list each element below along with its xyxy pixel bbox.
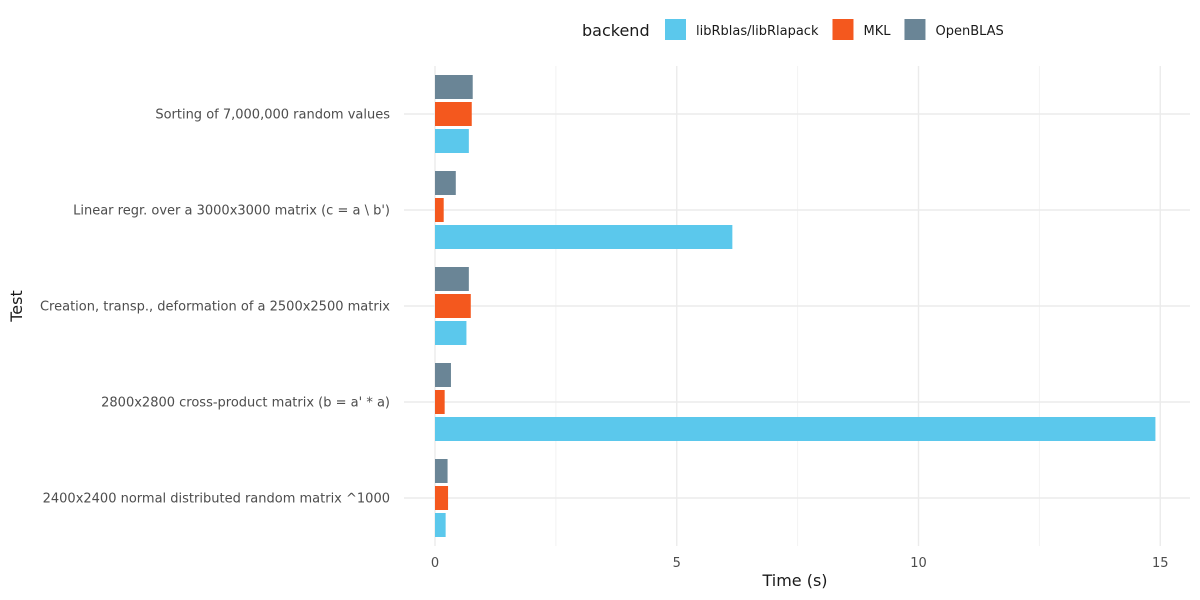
bar-mkl [435, 102, 472, 126]
x-tick-label: 0 [431, 556, 439, 571]
x-axis-title: Time (s) [761, 571, 827, 590]
x-tick-label: 5 [673, 556, 681, 571]
bar-mkl [435, 486, 449, 510]
bar-openblas [435, 459, 448, 483]
bars [435, 75, 1156, 537]
bar-openblas [435, 75, 473, 99]
bar-mkl [435, 294, 471, 318]
y-tick-label: 2800x2800 cross-product matrix (b = a' *… [101, 396, 390, 411]
x-tick-labels: 0 5 10 15 [431, 556, 1169, 571]
legend-key [665, 19, 686, 40]
legend-label: libRblas/libRlapack [696, 24, 819, 39]
bar-openblas [435, 171, 456, 195]
bar-mkl [435, 198, 444, 222]
legend: backend libRblas/libRlapack MKL OpenBLAS [582, 19, 1004, 40]
bar-mkl [435, 390, 445, 414]
legend-key [904, 19, 926, 40]
legend-label: OpenBLAS [935, 24, 1003, 39]
bar-librblas-librlapack [435, 225, 733, 249]
legend-label: MKL [863, 24, 891, 39]
x-tick-label: 10 [910, 556, 927, 571]
bar-librblas-librlapack [435, 321, 467, 345]
bar-openblas [435, 267, 469, 291]
bar-librblas-librlapack [435, 417, 1156, 441]
y-tick-label: 2400x2400 normal distributed random matr… [43, 492, 390, 507]
y-tick-labels: Sorting of 7,000,000 random values Linear… [40, 108, 390, 507]
y-tick-label: Creation, transp., deformation of a 2500… [40, 300, 390, 315]
bar-librblas-librlapack [435, 129, 469, 153]
y-axis-title: Test [7, 290, 26, 323]
x-tick-label: 15 [1152, 556, 1169, 571]
y-tick-label: Sorting of 7,000,000 random values [155, 108, 390, 123]
grid [404, 66, 1190, 546]
bar-openblas [435, 363, 451, 387]
legend-key [832, 19, 854, 40]
bar-librblas-librlapack [435, 513, 446, 537]
legend-title: backend [582, 21, 650, 40]
y-tick-label: Linear regr. over a 3000x3000 matrix (c … [73, 204, 390, 219]
